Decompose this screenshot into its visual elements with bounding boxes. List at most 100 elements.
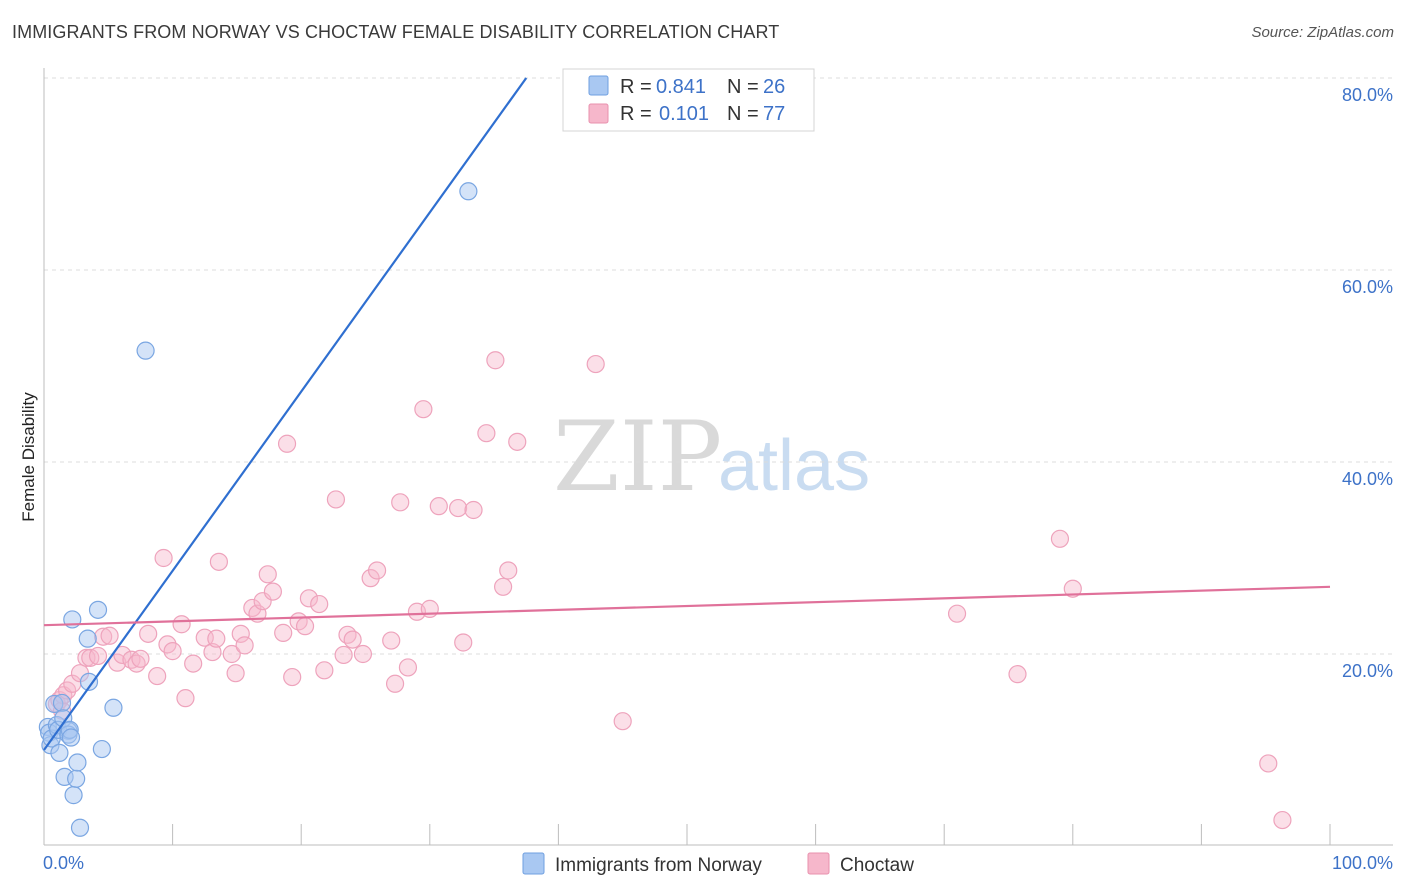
- norway-point: [50, 743, 69, 762]
- choctaw-point: [334, 645, 353, 665]
- y-tick-label-40: 40.0%: [1342, 469, 1393, 489]
- norway-point: [78, 629, 97, 648]
- x-tick-label-min: 0.0%: [43, 853, 84, 873]
- choctaw-point: [429, 497, 448, 516]
- norway-trend-line: [43, 77, 528, 751]
- choctaw-point: [203, 642, 222, 662]
- choctaw-point: [385, 674, 405, 693]
- norway-point: [92, 739, 111, 759]
- choctaw-point: [1063, 579, 1082, 598]
- choctaw-point: [947, 604, 967, 623]
- bottom-legend-choctaw-swatch: [807, 852, 830, 875]
- choctaw-point: [508, 432, 527, 451]
- legend-norway-swatch: [588, 75, 609, 96]
- choctaw-point: [163, 642, 182, 661]
- watermark-zip: ZIP: [553, 401, 722, 513]
- choctaw-point: [448, 498, 468, 518]
- legend-norway-r-label: R =: [620, 76, 652, 98]
- choctaw-point: [113, 645, 132, 665]
- choctaw-point: [184, 654, 203, 673]
- choctaw-trend-line: [43, 585, 1331, 627]
- choctaw-point: [226, 664, 245, 683]
- choctaw-point: [222, 644, 241, 664]
- legend-choctaw-n-label: N =: [727, 103, 759, 125]
- choctaw-point: [243, 598, 262, 618]
- choctaw-point: [148, 666, 167, 686]
- choctaw-point: [88, 646, 108, 666]
- bottom-legend-choctaw-label: Choctaw: [840, 855, 914, 876]
- choctaw-point: [486, 351, 505, 370]
- choctaw-point: [494, 577, 513, 596]
- choctaw-point: [1008, 665, 1027, 684]
- choctaw-point: [1050, 529, 1070, 548]
- norway-point: [52, 693, 72, 713]
- norway-point: [68, 753, 87, 772]
- choctaw-point: [326, 490, 346, 509]
- choctaw-point: [1273, 810, 1292, 830]
- choctaw-point: [100, 626, 119, 645]
- tick-labels: 20.0% 40.0% 60.0% 80.0% 0.0% 100.0%: [43, 85, 1393, 873]
- choctaw-point: [274, 623, 293, 642]
- choctaw-point: [299, 589, 319, 608]
- choctaw-point: [398, 658, 418, 677]
- choctaw-point: [586, 354, 605, 374]
- norway-point: [104, 698, 123, 717]
- choctaw-point: [209, 552, 228, 571]
- legend-choctaw-n-value: 77: [763, 103, 785, 125]
- watermark-atlas: atlas: [718, 426, 870, 506]
- norway-point: [70, 818, 90, 837]
- norway-point: [61, 728, 81, 747]
- choctaw-point: [391, 493, 410, 512]
- legend-choctaw-swatch: [588, 103, 609, 124]
- choctaw-point: [414, 400, 433, 419]
- series-legend: Immigrants from Norway Choctaw: [522, 852, 914, 876]
- choctaw-point: [207, 629, 226, 648]
- y-axis-title: Female Disability: [19, 392, 38, 522]
- trend-lines: [43, 77, 1331, 751]
- legend-norway-r-value: 0.841: [656, 76, 706, 98]
- choctaw-point: [231, 624, 250, 643]
- choctaw-point: [277, 434, 297, 453]
- norway-point: [459, 182, 478, 201]
- choctaw-point: [77, 648, 96, 667]
- source-label: Source: ZipAtlas.com: [1251, 24, 1394, 41]
- choctaw-point: [235, 636, 254, 655]
- norway-point: [67, 769, 86, 788]
- choctaw-point: [295, 617, 315, 636]
- choctaw-point: [154, 548, 173, 568]
- choctaw-point: [477, 424, 496, 443]
- legend-norway-n-label: N =: [727, 76, 759, 98]
- choctaw-point: [1259, 754, 1278, 773]
- x-tick-label-max: 100.0%: [1332, 853, 1393, 873]
- norway-point: [64, 786, 83, 805]
- choctaw-point: [382, 631, 401, 650]
- chart-title: IMMIGRANTS FROM NORWAY VS CHOCTAW FEMALE…: [12, 22, 780, 42]
- grid-lines: [44, 77, 1393, 655]
- correlation-legend: R = 0.841 N = 26 R = 0.101 N = 77: [562, 68, 815, 132]
- choctaw-point: [343, 630, 362, 649]
- choctaw-point: [258, 565, 277, 584]
- choctaw-point: [353, 644, 373, 664]
- choctaw-point: [139, 624, 158, 643]
- norway-point: [136, 341, 155, 360]
- legend-choctaw-r-label: R =: [620, 103, 652, 125]
- norway-point: [79, 672, 99, 691]
- choctaw-point: [176, 689, 195, 708]
- y-tick-label-20: 20.0%: [1342, 661, 1393, 681]
- choctaw-point: [283, 667, 302, 687]
- choctaw-point: [367, 561, 387, 580]
- norway-point: [88, 600, 108, 619]
- bottom-legend-norway-label: Immigrants from Norway: [555, 855, 762, 876]
- choctaw-point: [310, 594, 329, 614]
- choctaw-point: [315, 661, 334, 680]
- series-norway: [38, 182, 478, 837]
- choctaw-point: [454, 633, 473, 652]
- legend-norway-n-value: 26: [763, 76, 785, 98]
- choctaw-point: [263, 582, 283, 601]
- choctaw-point: [613, 712, 632, 731]
- choctaw-point: [464, 500, 483, 520]
- y-tick-label-80: 80.0%: [1342, 85, 1393, 105]
- choctaw-point: [131, 649, 150, 668]
- bottom-legend-norway-swatch: [522, 852, 545, 875]
- legend-choctaw-r-value: 0.101: [659, 103, 709, 125]
